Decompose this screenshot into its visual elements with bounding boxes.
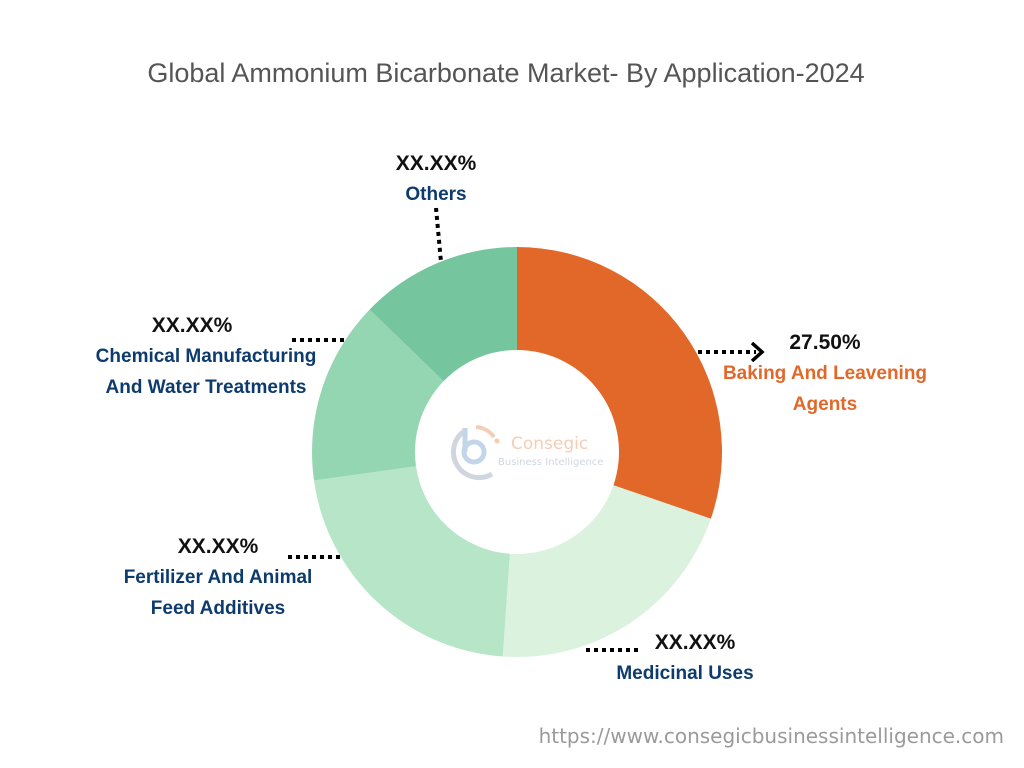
chart-title: Global Ammonium Bicarbonate Market- By A… — [147, 58, 865, 88]
label-baking-value: 27.50% — [789, 331, 861, 354]
label-chemical: XX.XX% Chemical Manufacturing And Water … — [76, 310, 336, 403]
label-chemical-value: XX.XX% — [151, 314, 233, 337]
label-chemical-name-line1: Chemical Manufacturing — [95, 346, 317, 367]
segment-baking — [517, 247, 722, 519]
label-baking-name-line2: Agents — [792, 394, 858, 415]
label-others-value: XX.XX% — [395, 152, 477, 175]
label-others-name: Others — [405, 184, 467, 205]
label-others: XX.XX% Others — [376, 148, 496, 210]
donut-segments — [312, 247, 722, 657]
segment-fertilizer — [313, 466, 510, 657]
segment-others — [369, 247, 517, 382]
segment-chemical — [312, 309, 444, 481]
label-medicinal-name: Medicinal Uses — [616, 663, 754, 684]
label-baking-name-line1: Baking And Leavening — [722, 363, 928, 384]
label-fertilizer-name-line1: Fertilizer And Animal — [123, 567, 313, 588]
label-fertilizer: XX.XX% Fertilizer And Animal Feed Additi… — [98, 531, 338, 624]
label-fertilizer-value: XX.XX% — [177, 535, 259, 558]
segment-medicinal — [502, 485, 711, 657]
label-fertilizer-name-line2: Feed Additives — [150, 598, 286, 619]
label-medicinal-value: XX.XX% — [654, 631, 736, 654]
label-chemical-name-line2: And Water Treatments — [105, 377, 307, 398]
label-medicinal: XX.XX% Medicinal Uses — [600, 627, 770, 689]
footer-url: https://www.consegicbusinessintelligence… — [538, 724, 1004, 748]
label-baking: 27.50% Baking And Leavening Agents — [700, 327, 950, 420]
